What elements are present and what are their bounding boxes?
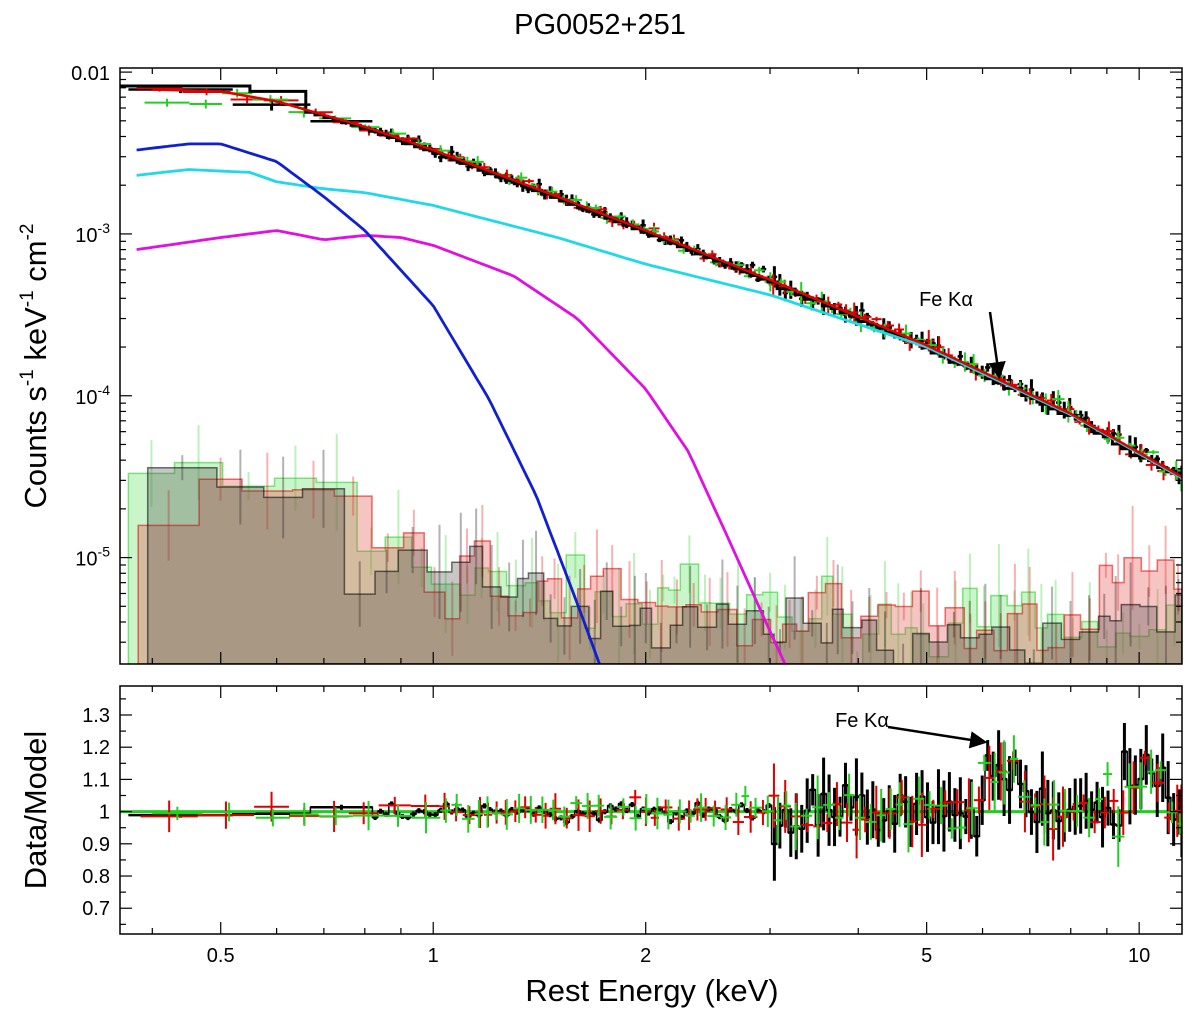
ratio-axis-ticks: 0.7 0.8 0.9 1 1.1 1.2 1.3 0.5 1 2 5 10 <box>82 698 1182 967</box>
ratio-y-tick-label: 0.7 <box>82 898 110 920</box>
fe-k-alpha-arrow-top <box>988 311 1006 380</box>
total-model-steps <box>120 84 1182 476</box>
spectrum-panel-frame <box>119 67 1183 665</box>
ratio-data-points <box>120 722 1182 881</box>
fe-k-alpha-annotation-top: Fe Kα <box>919 289 1006 380</box>
ratio-panel-frame <box>119 685 1183 935</box>
data-series-data-black- <box>128 85 1182 485</box>
ratio-y-tick-label: 0.9 <box>82 834 110 856</box>
y-tick-label: 10-4 <box>75 382 110 409</box>
background-series-background-red- <box>137 452 1182 664</box>
y-tick-label: 0.01 <box>71 63 110 85</box>
ratio-series-ce00000 <box>140 742 1182 861</box>
background-step-area <box>127 461 1182 664</box>
source-data-points <box>128 84 1182 492</box>
ratio-y-tick-label: 1 <box>99 802 110 824</box>
ratio-y-tick-label: 1.1 <box>82 769 110 791</box>
x-tick-label: 2 <box>640 945 651 967</box>
x-axis-label: Rest Energy (keV) <box>525 973 778 1008</box>
background-spectra <box>127 425 1182 664</box>
background-step-area <box>146 466 1182 664</box>
y-tick-label: 10-3 <box>75 220 110 247</box>
ratio-y-tick-label: 1.2 <box>82 737 110 759</box>
fe-k-alpha-arrow-ratio <box>887 725 988 749</box>
spectrum-axis-ticks: 0.01 10-3 10-4 10-5 <box>71 63 1182 934</box>
x-tick-label: 1 <box>428 945 439 967</box>
chart-title: PG0052+251 <box>514 9 686 41</box>
ratio-y-axis-label: Data/Model <box>18 731 53 890</box>
ratio-y-tick-label: 0.8 <box>82 866 110 888</box>
model-curves <box>120 84 1182 664</box>
magenta-component-curve <box>136 229 787 664</box>
fe-k-alpha-annotation-ratio: Fe Kα <box>835 710 988 749</box>
fe-k-alpha-label-top: Fe Kα <box>919 289 973 311</box>
model-red--curve <box>152 88 1182 478</box>
data-series-data-red- <box>136 84 1182 481</box>
x-tick-label: 0.5 <box>207 945 235 967</box>
data-series-data-green- <box>144 88 1182 492</box>
fe-k-alpha-label-ratio: Fe Kα <box>835 710 889 732</box>
blue-component-curve <box>136 142 601 664</box>
y-tick-label: 10-5 <box>75 544 110 571</box>
x-tick-label: 5 <box>921 945 932 967</box>
x-tick-label: 10 <box>1128 945 1150 967</box>
ratio-y-tick-label: 1.3 <box>82 705 110 727</box>
spectrum-y-axis-label: Counts s-1 keV-1 cm-2 <box>17 223 53 508</box>
cyan-component-curve <box>136 168 1182 480</box>
ratio-series-c20d020 <box>152 735 1182 867</box>
background-step-area <box>137 478 1182 664</box>
background-series-background-black- <box>146 449 1182 664</box>
